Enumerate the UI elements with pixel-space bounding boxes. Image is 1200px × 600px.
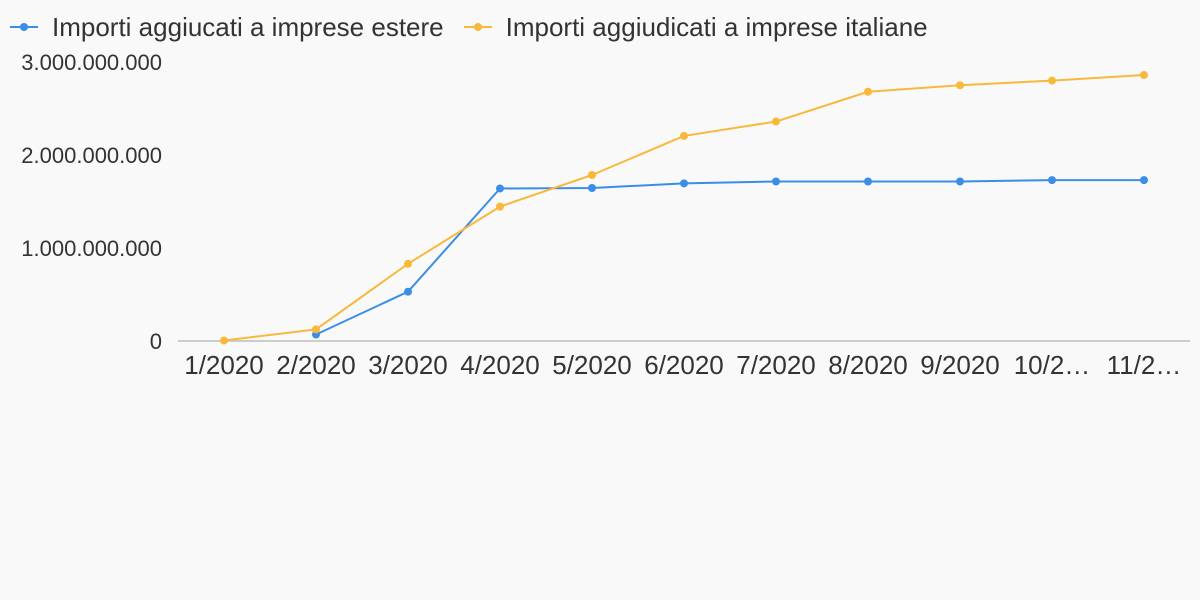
data-point-series-0[interactable]: [680, 179, 688, 188]
x-tick-label: 2/2020: [276, 350, 356, 380]
x-tick-label: 4/2020: [460, 350, 540, 380]
x-tick-label: 3/2020: [368, 350, 448, 380]
data-point-series-1[interactable]: [1048, 76, 1056, 85]
series-line-0: [315, 179, 1144, 336]
y-tick-label: 2.000.000.000: [21, 143, 162, 168]
data-point-series-0[interactable]: [404, 287, 412, 296]
legend-label-italiane: Importi aggiudicati a imprese italiane: [505, 11, 928, 42]
data-point-series-1[interactable]: [956, 81, 964, 90]
data-point-series-1[interactable]: [1140, 71, 1148, 80]
legend-item-italiane[interactable]: Importi aggiudicati a imprese italiane: [463, 11, 928, 43]
x-tick-label: 7/2020: [736, 350, 816, 380]
x-tick-label: 9/2020: [920, 350, 1000, 380]
legend-label-estere: Importi aggiucati a imprese estere: [52, 11, 444, 42]
y-tick-label: 3.000.000.000: [21, 50, 162, 75]
series-line-1: [223, 74, 1145, 342]
data-point-series-1[interactable]: [864, 87, 872, 96]
y-tick-label: 0: [150, 329, 162, 354]
data-point-series-1[interactable]: [220, 336, 228, 345]
data-point-series-1[interactable]: [680, 131, 688, 140]
legend-swatch-estere: [10, 23, 38, 31]
y-tick-label: 1.000.000.000: [21, 236, 162, 261]
x-tick-label: 11/2…: [1107, 350, 1182, 380]
data-point-series-0[interactable]: [496, 184, 504, 193]
x-tick-label: 10/2…: [1014, 350, 1091, 380]
legend-item-estere[interactable]: Importi aggiucati a imprese estere: [10, 12, 444, 43]
data-point-series-1[interactable]: [772, 117, 780, 126]
data-point-series-1[interactable]: [404, 259, 412, 268]
chart-legend: Importi aggiucati a imprese estere Impor…: [10, 10, 948, 44]
data-point-series-0[interactable]: [1048, 176, 1056, 185]
data-point-series-0[interactable]: [1140, 176, 1148, 185]
x-tick-label: 1/2020: [184, 350, 264, 380]
data-point-series-1[interactable]: [496, 202, 504, 211]
legend-swatch-italiane: [463, 23, 492, 31]
data-point-series-1[interactable]: [312, 325, 320, 334]
data-point-series-0[interactable]: [772, 177, 780, 186]
data-point-series-1[interactable]: [588, 170, 596, 179]
x-tick-label: 8/2020: [828, 350, 908, 380]
data-point-series-0[interactable]: [588, 184, 596, 193]
x-tick-label: 5/2020: [552, 350, 632, 380]
x-tick-label: 6/2020: [644, 350, 724, 380]
data-point-series-0[interactable]: [956, 177, 964, 186]
data-point-series-0[interactable]: [864, 177, 872, 186]
